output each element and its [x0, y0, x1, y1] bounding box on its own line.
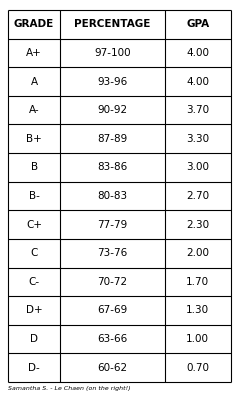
- Text: PERCENTAGE: PERCENTAGE: [74, 19, 151, 29]
- Text: C: C: [30, 248, 38, 258]
- Text: 1.70: 1.70: [186, 277, 209, 287]
- Text: 2.70: 2.70: [186, 191, 209, 201]
- Text: D-: D-: [28, 363, 40, 373]
- Text: 1.00: 1.00: [186, 334, 209, 344]
- Text: D: D: [30, 334, 38, 344]
- Text: B: B: [30, 162, 38, 172]
- Text: 83-86: 83-86: [97, 162, 127, 172]
- Text: 1.30: 1.30: [186, 305, 209, 316]
- Text: 0.70: 0.70: [186, 363, 209, 373]
- Text: 63-66: 63-66: [97, 334, 127, 344]
- Text: A+: A+: [26, 48, 42, 58]
- Text: 2.30: 2.30: [186, 220, 209, 229]
- Text: 3.70: 3.70: [186, 105, 209, 115]
- Text: D+: D+: [26, 305, 42, 316]
- Text: B-: B-: [29, 191, 40, 201]
- Text: A: A: [30, 77, 38, 87]
- Text: 77-79: 77-79: [97, 220, 127, 229]
- Text: 93-96: 93-96: [97, 77, 127, 87]
- Text: 70-72: 70-72: [97, 277, 127, 287]
- Text: 3.00: 3.00: [186, 162, 209, 172]
- Text: 87-89: 87-89: [97, 134, 127, 144]
- Text: GPA: GPA: [186, 19, 209, 29]
- Text: Samantha S. - Le Chaen (on the right!): Samantha S. - Le Chaen (on the right!): [8, 386, 131, 391]
- Text: 3.30: 3.30: [186, 134, 209, 144]
- Text: 67-69: 67-69: [97, 305, 127, 316]
- Text: 2.00: 2.00: [186, 248, 209, 258]
- Text: 60-62: 60-62: [97, 363, 127, 373]
- Text: C+: C+: [26, 220, 42, 229]
- Text: 73-76: 73-76: [97, 248, 127, 258]
- Text: 97-100: 97-100: [94, 48, 131, 58]
- Text: 4.00: 4.00: [186, 77, 209, 87]
- Text: 4.00: 4.00: [186, 48, 209, 58]
- Text: 80-83: 80-83: [97, 191, 127, 201]
- Text: B+: B+: [26, 134, 42, 144]
- Text: A-: A-: [29, 105, 39, 115]
- Text: 90-92: 90-92: [97, 105, 127, 115]
- Text: GRADE: GRADE: [14, 19, 54, 29]
- Text: C-: C-: [29, 277, 40, 287]
